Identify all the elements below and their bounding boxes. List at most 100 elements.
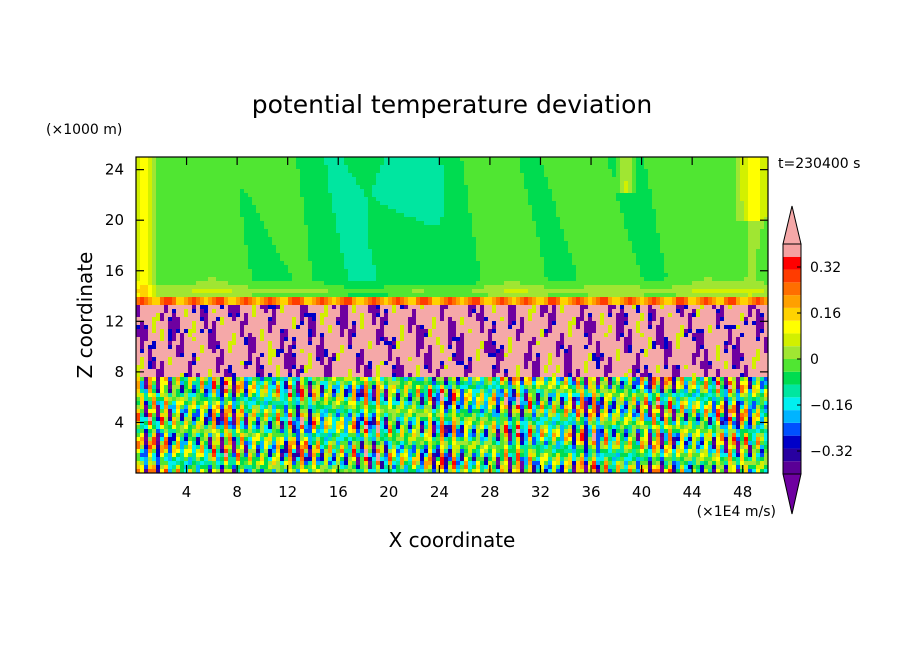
field-cell [496,261,501,266]
field-cell [344,281,349,286]
field-cell [292,241,297,246]
field-cell [332,261,337,266]
field-cell [648,193,653,198]
field-cell [760,169,765,174]
field-cell [480,181,485,186]
field-cell [632,225,637,230]
field-cell [184,165,189,170]
field-cell [692,173,697,178]
field-cell [512,197,517,202]
field-cell [688,225,693,230]
field-cell [300,173,305,178]
field-cell [408,205,413,210]
field-cell [200,217,205,222]
field-cell [228,177,233,182]
field-cell [308,233,313,238]
field-cell [660,233,665,238]
field-cell [328,169,333,174]
field-cell [696,169,701,174]
field-cell [144,209,149,214]
field-cell [392,165,397,170]
field-cell [220,197,225,202]
field-cell [644,209,649,214]
field-cell [452,189,457,194]
field-cell [332,193,337,198]
field-cell [660,269,665,274]
field-cell [488,181,493,186]
field-cell [284,249,289,254]
field-cell [612,181,617,186]
field-cell [584,185,589,190]
field-cell [492,241,497,246]
field-cell [192,165,197,170]
field-cell [224,181,229,186]
field-cell [284,229,289,234]
field-cell [492,213,497,218]
field-cell [324,209,329,214]
field-cell [696,209,701,214]
field-cell [456,201,461,206]
field-cell [652,201,657,206]
field-cell [192,253,197,258]
field-cell [608,273,613,278]
field-cell [680,233,685,238]
field-cell [456,281,461,286]
field-cell [156,249,161,254]
field-cell [436,273,441,278]
field-cell [468,161,473,166]
field-cell [756,253,761,258]
field-cell [164,161,169,166]
field-cell [636,169,641,174]
field-cell [252,181,257,186]
field-cell [412,225,417,230]
field-cell [320,189,325,194]
field-cell [484,265,489,270]
field-cell [172,165,177,170]
field-cell [320,201,325,206]
field-cell [728,257,733,262]
field-cell [544,265,549,270]
field-cell [748,273,753,278]
field-cell [668,241,673,246]
field-cell [224,237,229,242]
field-cell [384,277,389,282]
field-cell [324,253,329,258]
field-cell [660,161,665,166]
field-cell [224,273,229,278]
field-cell [412,217,417,222]
field-cell [704,241,709,246]
field-cell [404,257,409,262]
field-cell [660,201,665,206]
field-cell [624,165,629,170]
field-cell [200,249,205,254]
field-cell [448,249,453,254]
field-cell [384,165,389,170]
field-cell [340,161,345,166]
field-cell [468,189,473,194]
field-cell [496,185,501,190]
field-cell [280,269,285,274]
field-cell [744,257,749,262]
field-cell [708,233,713,238]
field-cell [468,229,473,234]
field-cell [160,161,165,166]
field-cell [552,197,557,202]
field-cell [632,161,637,166]
field-cell [512,161,517,166]
field-cell [276,217,281,222]
field-cell [576,229,581,234]
field-cell [604,253,609,258]
field-cell [324,177,329,182]
field-cell [296,189,301,194]
field-cell [388,261,393,266]
field-cell [140,161,145,166]
field-cell [156,169,161,174]
field-cell [648,257,653,262]
field-cell [612,217,617,222]
field-cell [668,229,673,234]
field-cell [452,205,457,210]
field-cell [764,233,768,238]
field-cell [536,197,541,202]
field-cell [188,241,193,246]
field-cell [752,161,757,166]
